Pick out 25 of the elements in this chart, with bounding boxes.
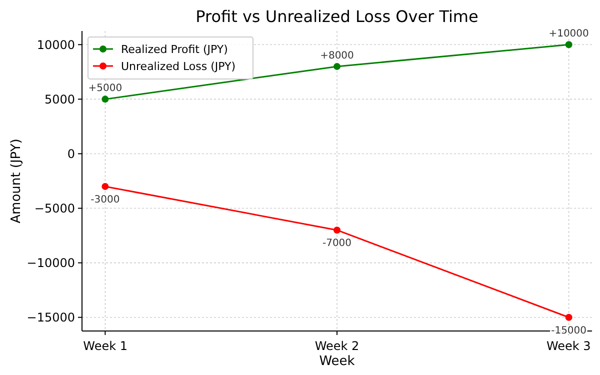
x-tick-label: Week 3	[546, 339, 591, 353]
legend-label: Unrealized Loss (JPY)	[121, 60, 236, 73]
point	[334, 62, 340, 70]
point	[102, 96, 109, 103]
y-tick-label: −10000	[26, 256, 75, 270]
data-label: +8000	[320, 50, 354, 62]
legend-label: Realized Profit (JPY)	[121, 42, 228, 56]
y-tick-label: −5000	[34, 201, 75, 216]
point	[565, 314, 572, 321]
y-tick-label: 10000	[36, 38, 75, 52]
point	[102, 182, 109, 190]
y-tick-label: 5000	[44, 92, 75, 106]
x-tick-label: Week 2	[314, 339, 360, 353]
y-tick-label: 0	[67, 146, 75, 161]
data-label: -3000	[90, 194, 120, 206]
y-tick-label: −15000	[26, 310, 75, 325]
point	[334, 226, 340, 234]
x-tick-label: Week 1	[83, 339, 128, 353]
data-label: +10000	[548, 28, 589, 40]
data-label: +5000	[88, 83, 122, 94]
data-label: -7000	[322, 238, 352, 250]
y-axis-title: Amount (JPY)	[9, 138, 24, 224]
chart-title: Profit vs Unrealized Loss Over Time	[196, 7, 478, 26]
x-axis-title: Week	[319, 354, 356, 369]
point	[565, 41, 572, 48]
